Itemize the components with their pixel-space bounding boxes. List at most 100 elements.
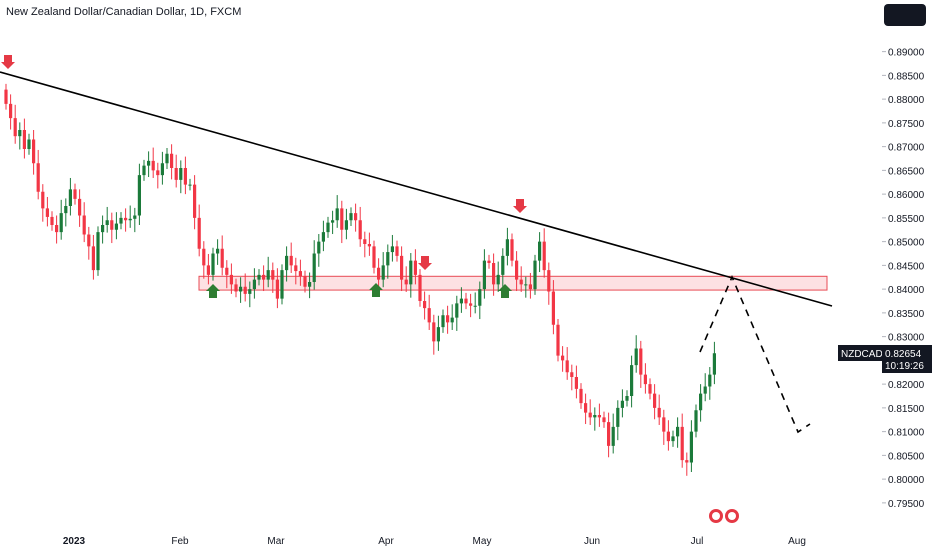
- candle-body: [666, 431, 670, 442]
- candle-body: [280, 270, 284, 299]
- candle-body: [36, 163, 40, 192]
- y-tick-label: 0.88000: [888, 95, 925, 106]
- candle-body: [170, 153, 174, 168]
- y-tick-label: 0.87000: [888, 143, 925, 154]
- candle-body: [565, 360, 569, 373]
- y-tick-label: 0.86500: [888, 166, 925, 177]
- candle-body: [528, 284, 532, 290]
- trendline: [0, 71, 833, 307]
- candle-body: [160, 163, 164, 176]
- signal-arrows: [1, 55, 527, 298]
- candle-body: [128, 218, 132, 221]
- candle-body: [487, 260, 491, 263]
- candle-body: [321, 232, 325, 242]
- candle-body: [611, 426, 615, 446]
- event-flag-icon-inner: [712, 512, 720, 520]
- candle-body: [473, 305, 477, 307]
- candle-body: [234, 284, 238, 292]
- candle-body: [225, 267, 229, 275]
- candle-body: [450, 317, 454, 323]
- y-tick-label: 0.83500: [888, 309, 925, 320]
- candle-body: [372, 246, 376, 268]
- y-tick-label: 0.85000: [888, 238, 925, 249]
- candle-body: [266, 270, 270, 280]
- candle-body: [676, 426, 680, 437]
- x-tick-label: Jul: [691, 536, 704, 547]
- y-tick-label: 0.83000: [888, 333, 925, 344]
- candle-body: [390, 246, 394, 253]
- candle-body: [413, 260, 417, 275]
- candle-body: [694, 410, 698, 432]
- candle-body: [607, 422, 611, 446]
- event-icons[interactable]: [709, 509, 739, 523]
- candle-body: [478, 289, 482, 306]
- y-tick-label: 0.80500: [888, 451, 925, 462]
- trendline-line: [0, 71, 833, 307]
- candle-body: [317, 241, 321, 254]
- candle-body: [418, 274, 422, 301]
- candle-body: [455, 303, 459, 318]
- candle-body: [395, 246, 399, 256]
- symbol-tag-bg: [838, 345, 882, 361]
- candle-body: [492, 263, 496, 285]
- candle-body: [381, 265, 385, 280]
- candle-body: [331, 220, 335, 223]
- candle-body: [510, 239, 514, 261]
- candle-body: [542, 241, 546, 271]
- candle-body: [64, 206, 68, 214]
- candle-body: [91, 246, 95, 271]
- y-tick-label: 0.87500: [888, 119, 925, 130]
- candle-body: [78, 198, 82, 216]
- candle-body: [13, 118, 17, 137]
- candle-body: [45, 208, 49, 217]
- y-tick-label: 0.81500: [888, 404, 925, 415]
- candle-body: [404, 279, 408, 285]
- candle-body: [243, 286, 247, 294]
- candle-body: [643, 374, 647, 385]
- symbol-tag-label: NZDCAD: [841, 349, 883, 360]
- candle-body: [220, 248, 224, 268]
- candle-body: [340, 208, 344, 230]
- y-tick-label: 0.80000: [888, 475, 925, 486]
- candle-body: [533, 260, 537, 290]
- candle-body: [501, 255, 505, 275]
- candle-body: [151, 160, 155, 171]
- candle-body: [505, 239, 509, 256]
- candle-body: [55, 225, 59, 233]
- y-tick-label: 0.89000: [888, 48, 925, 59]
- candle-body: [616, 407, 620, 427]
- y-tick-label: 0.84000: [888, 285, 925, 296]
- candle-body: [110, 220, 114, 230]
- candle-body: [464, 298, 468, 304]
- candle-body: [519, 279, 523, 285]
- candle-body: [588, 412, 592, 418]
- arrow-down-icon: [513, 199, 527, 213]
- candle-body: [400, 255, 404, 280]
- y-tick-label: 0.85500: [888, 214, 925, 225]
- time-axis[interactable]: 2023 Feb Mar Apr May Jun Jul Aug: [63, 536, 806, 547]
- candle-body: [593, 415, 597, 418]
- candle-body: [459, 298, 463, 304]
- candle-body: [496, 274, 500, 285]
- candle-body: [427, 308, 431, 323]
- candle-body: [551, 291, 555, 325]
- event-flag-icon-inner: [728, 512, 736, 520]
- projection-line: [699, 274, 811, 434]
- candle-body: [377, 267, 381, 280]
- candle-body: [303, 276, 307, 287]
- candle-body: [275, 279, 279, 299]
- candle-body: [229, 274, 233, 285]
- candle-body: [216, 248, 220, 254]
- candle-body: [114, 223, 118, 230]
- arrow-up-icon: [206, 284, 220, 298]
- candle-body: [193, 184, 197, 218]
- toolbar-button[interactable]: [884, 4, 926, 26]
- candle-body: [73, 189, 77, 199]
- candle-body: [639, 348, 643, 375]
- candles: [4, 83, 716, 476]
- x-tick-label: 2023: [63, 536, 86, 547]
- price-axis[interactable]: 0.89000 0.88500 0.88000 0.87500 0.87000 0.865…: [882, 48, 925, 510]
- y-tick-label: 0.81000: [888, 428, 925, 439]
- arrow-down-icon: [418, 256, 432, 270]
